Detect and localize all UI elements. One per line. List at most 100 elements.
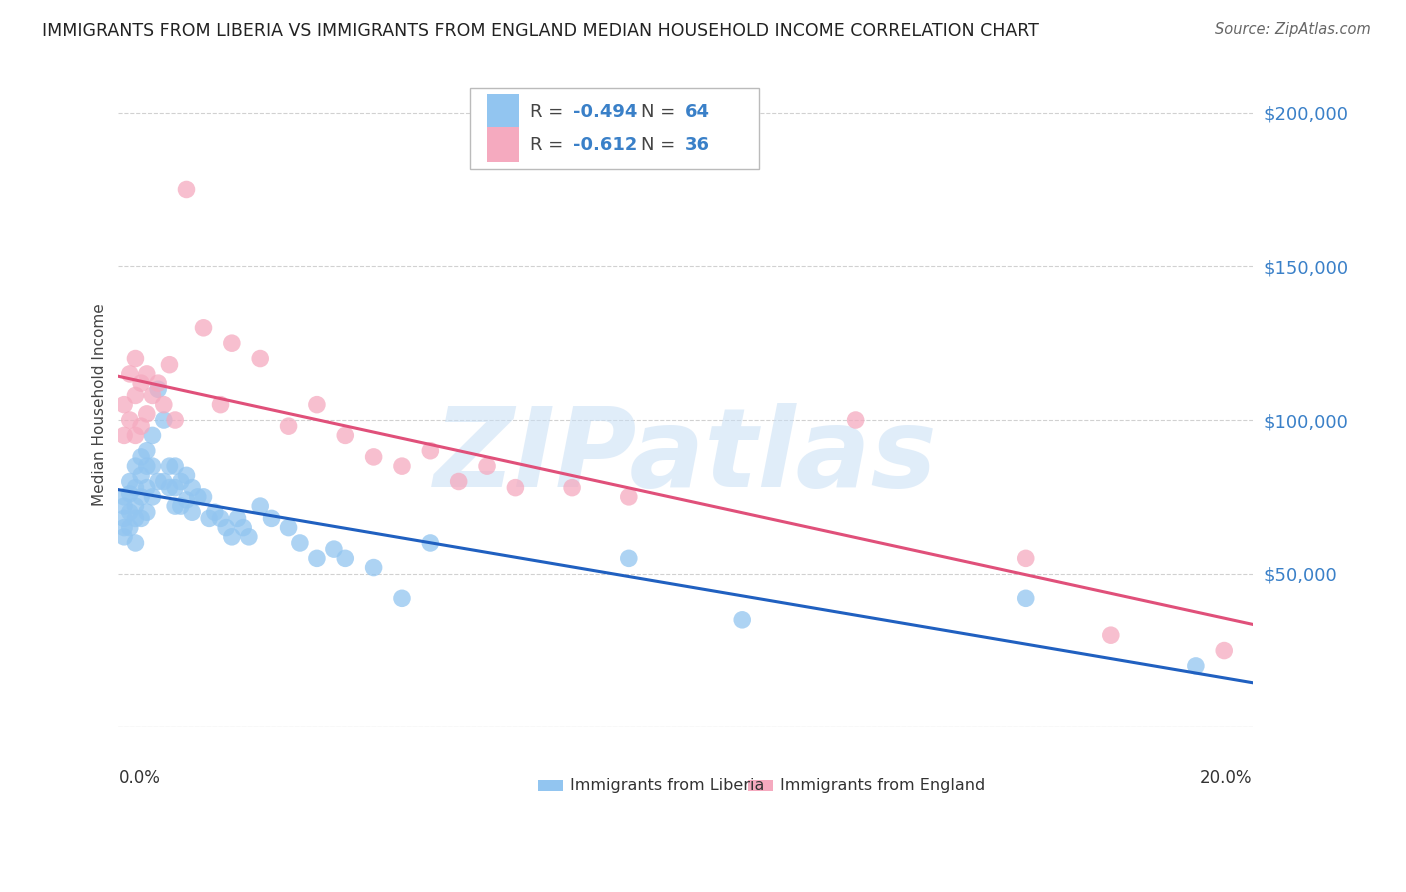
- Text: N =: N =: [641, 103, 682, 121]
- Point: [141, 428, 163, 442]
- Point: [617, 551, 640, 566]
- Point: [112, 499, 135, 513]
- Point: [419, 443, 441, 458]
- Point: [153, 398, 176, 412]
- Point: [305, 551, 328, 566]
- Point: [112, 428, 135, 442]
- Point: [124, 428, 146, 442]
- Point: [129, 511, 152, 525]
- Point: [141, 459, 163, 474]
- Point: [238, 530, 260, 544]
- Point: [226, 511, 249, 525]
- Text: IMMIGRANTS FROM LIBERIA VS IMMIGRANTS FROM ENGLAND MEDIAN HOUSEHOLD INCOME CORRE: IMMIGRANTS FROM LIBERIA VS IMMIGRANTS FR…: [42, 22, 1039, 40]
- Point: [112, 530, 135, 544]
- Point: [391, 459, 413, 474]
- Text: N =: N =: [641, 136, 682, 153]
- Point: [419, 536, 441, 550]
- Point: [146, 376, 169, 391]
- Point: [146, 382, 169, 396]
- Point: [391, 591, 413, 606]
- Text: 20.0%: 20.0%: [1201, 770, 1253, 788]
- FancyBboxPatch shape: [748, 780, 773, 791]
- Point: [305, 398, 328, 412]
- Point: [141, 388, 163, 402]
- Point: [170, 499, 193, 513]
- Point: [363, 560, 385, 574]
- Text: 36: 36: [685, 136, 710, 153]
- Point: [146, 475, 169, 489]
- Point: [731, 613, 754, 627]
- Text: R =: R =: [530, 103, 569, 121]
- Point: [617, 490, 640, 504]
- Text: ZIPatlas: ZIPatlas: [433, 403, 938, 510]
- Point: [1185, 659, 1208, 673]
- Point: [176, 182, 198, 196]
- Point: [249, 351, 271, 366]
- Point: [165, 459, 187, 474]
- Point: [141, 490, 163, 504]
- Point: [159, 459, 181, 474]
- Point: [135, 367, 157, 381]
- Point: [232, 520, 254, 534]
- Point: [335, 551, 357, 566]
- Point: [118, 487, 141, 501]
- Point: [260, 511, 283, 525]
- Text: 64: 64: [685, 103, 710, 121]
- Point: [221, 530, 243, 544]
- Point: [124, 351, 146, 366]
- Point: [129, 490, 152, 504]
- Point: [124, 481, 146, 495]
- Point: [135, 407, 157, 421]
- Point: [124, 536, 146, 550]
- Y-axis label: Median Household Income: Median Household Income: [93, 303, 107, 506]
- Point: [165, 481, 187, 495]
- Point: [1015, 591, 1038, 606]
- Point: [209, 511, 232, 525]
- Point: [176, 492, 198, 507]
- Point: [159, 481, 181, 495]
- FancyBboxPatch shape: [486, 127, 519, 162]
- Point: [323, 542, 346, 557]
- Point: [845, 413, 868, 427]
- Point: [198, 511, 221, 525]
- Text: -0.494: -0.494: [574, 103, 637, 121]
- Point: [165, 413, 187, 427]
- Point: [129, 450, 152, 464]
- Point: [165, 499, 187, 513]
- Point: [135, 459, 157, 474]
- Point: [363, 450, 385, 464]
- Point: [129, 468, 152, 483]
- Point: [335, 428, 357, 442]
- Text: Immigrants from Liberia: Immigrants from Liberia: [569, 778, 765, 793]
- Point: [118, 475, 141, 489]
- Point: [112, 398, 135, 412]
- Point: [176, 468, 198, 483]
- Point: [215, 520, 238, 534]
- Point: [135, 443, 157, 458]
- Point: [1099, 628, 1122, 642]
- Point: [249, 499, 271, 513]
- Point: [112, 511, 135, 525]
- Point: [209, 398, 232, 412]
- Point: [1015, 551, 1038, 566]
- Point: [112, 520, 135, 534]
- FancyBboxPatch shape: [470, 88, 759, 169]
- Text: -0.612: -0.612: [574, 136, 637, 153]
- FancyBboxPatch shape: [486, 95, 519, 130]
- Point: [124, 511, 146, 525]
- Point: [277, 419, 299, 434]
- Point: [181, 481, 204, 495]
- Point: [187, 490, 209, 504]
- Point: [475, 459, 498, 474]
- Text: 0.0%: 0.0%: [118, 770, 160, 788]
- Point: [118, 520, 141, 534]
- FancyBboxPatch shape: [538, 780, 562, 791]
- Point: [153, 413, 176, 427]
- Point: [561, 481, 583, 495]
- Text: R =: R =: [530, 136, 569, 153]
- Point: [170, 475, 193, 489]
- Point: [447, 475, 470, 489]
- Point: [129, 419, 152, 434]
- Point: [118, 367, 141, 381]
- Point: [124, 388, 146, 402]
